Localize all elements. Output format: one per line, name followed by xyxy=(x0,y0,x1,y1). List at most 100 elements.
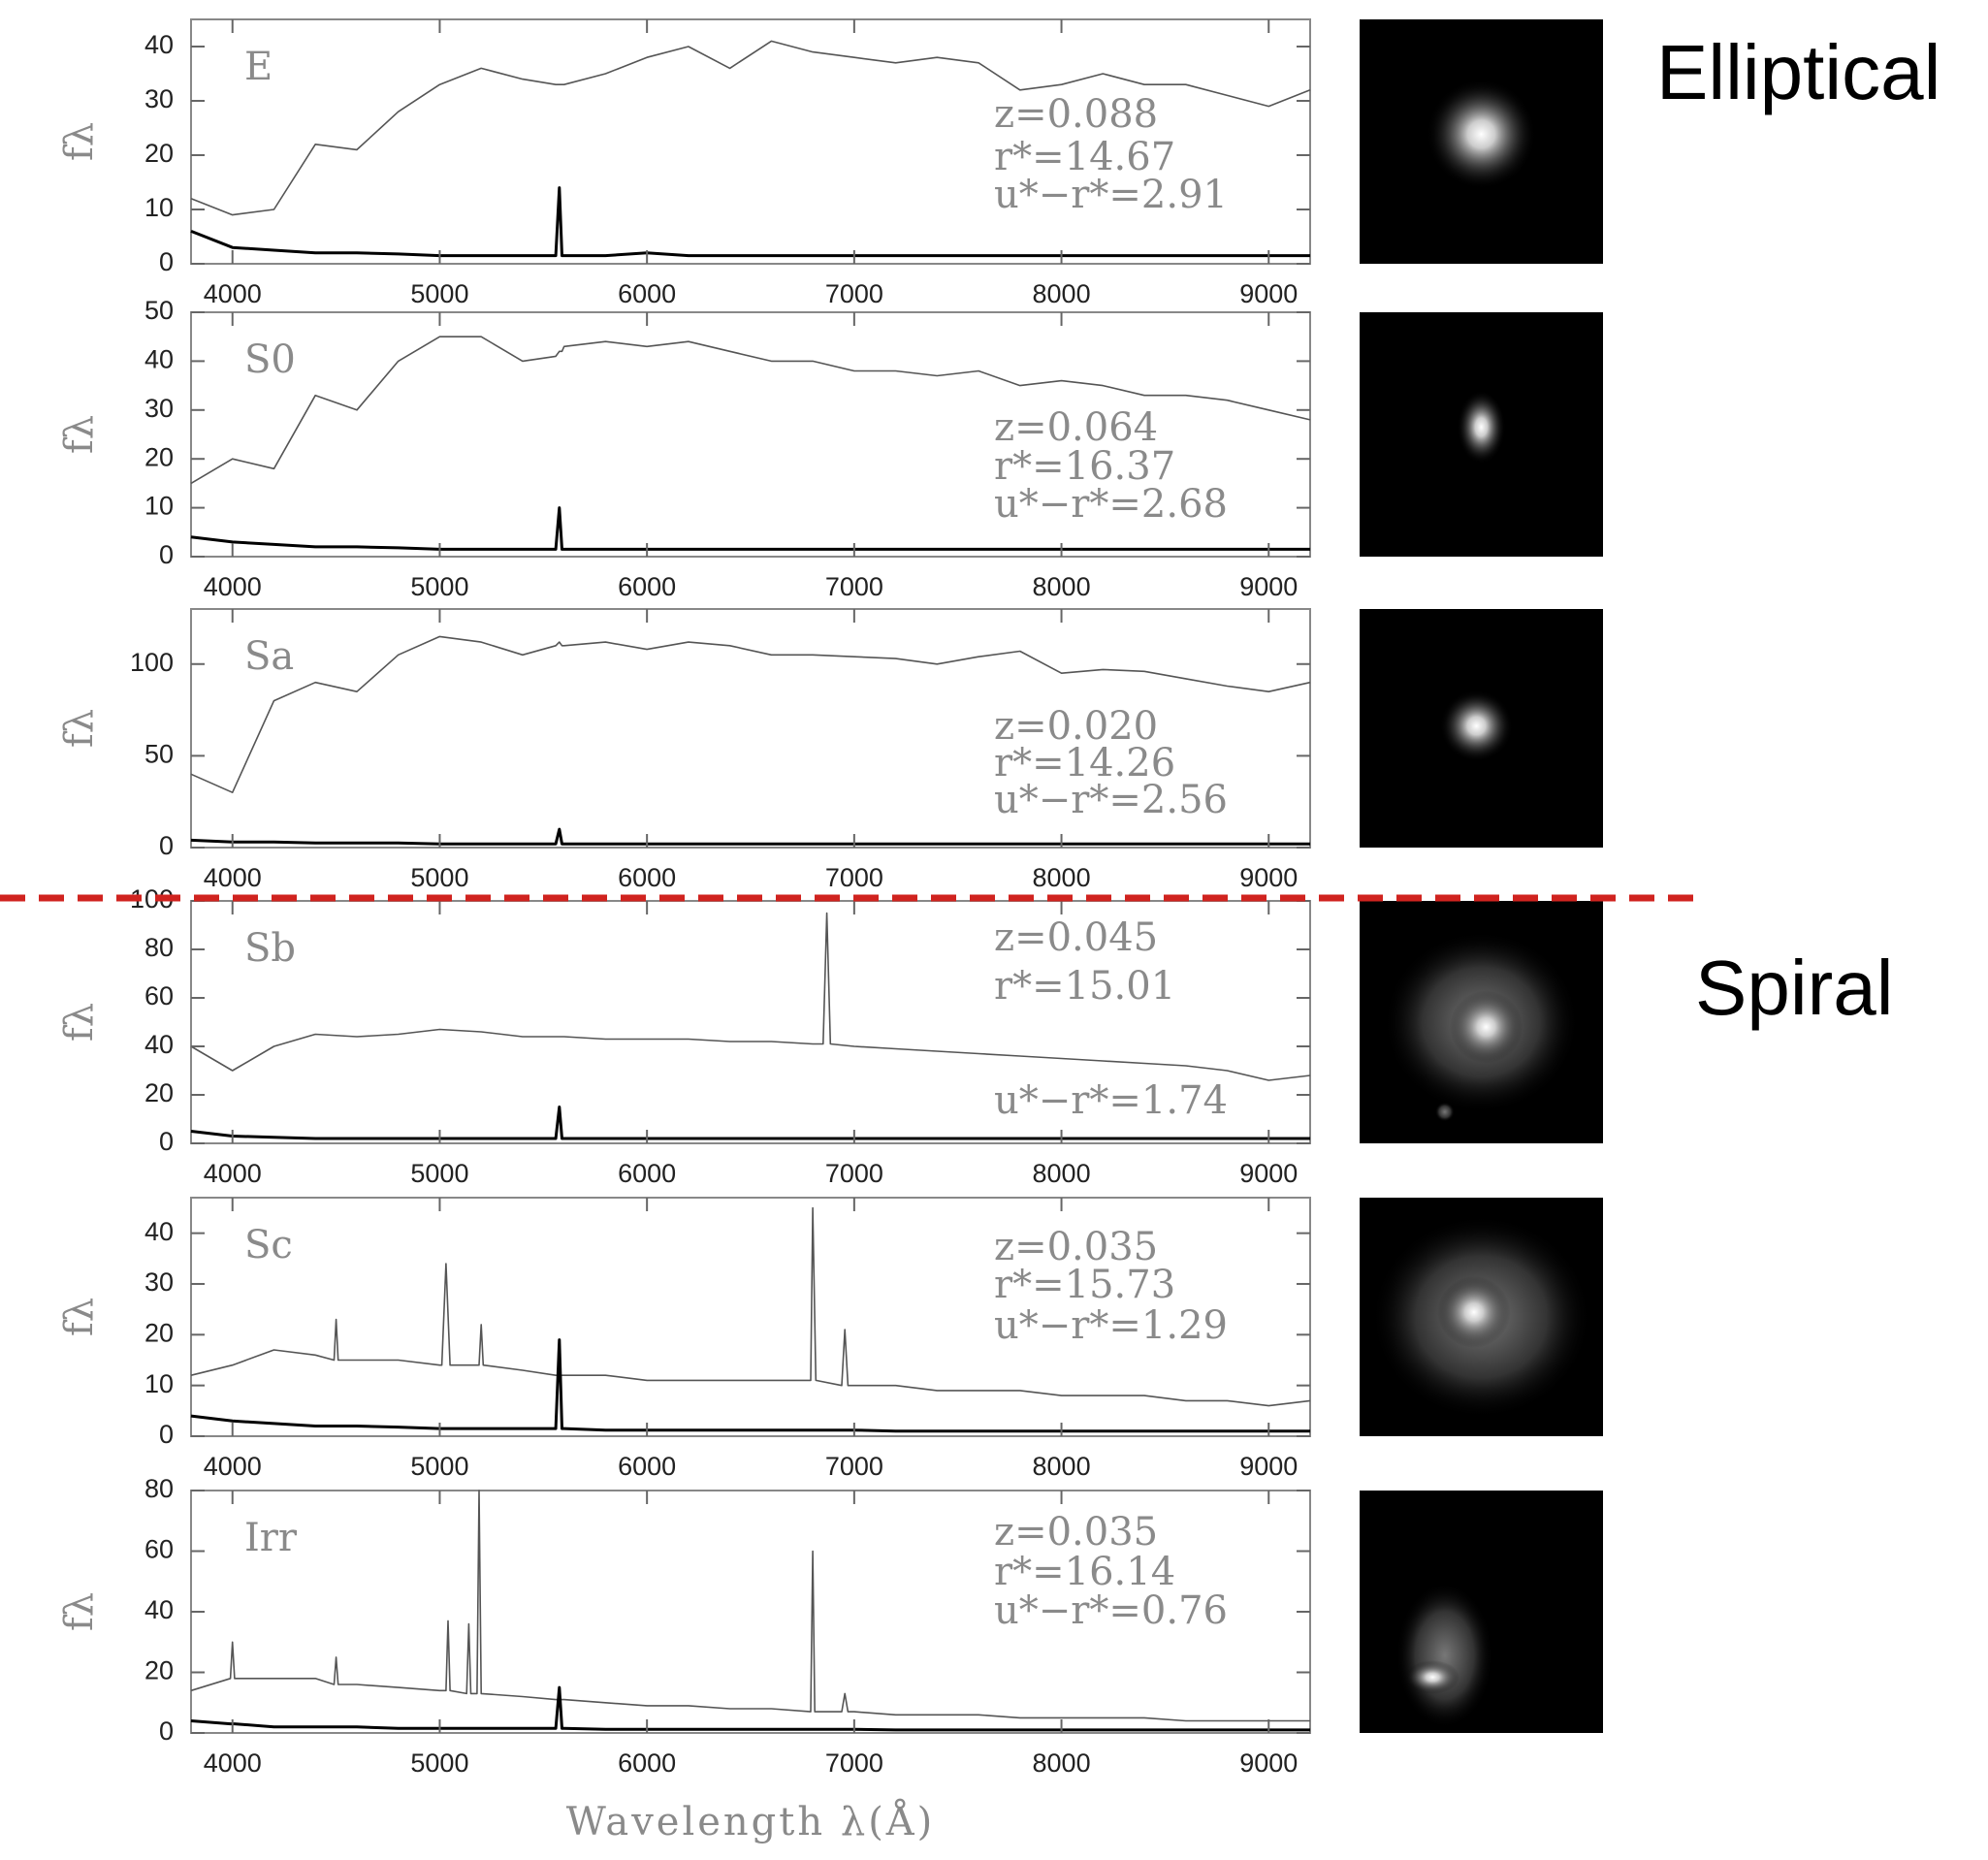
x-tick-label: 5000 xyxy=(410,279,468,308)
y-tick-label: 10 xyxy=(144,492,174,521)
x-tick-label: 4000 xyxy=(204,1452,262,1481)
x-tick-label: 7000 xyxy=(825,279,883,308)
spectrum-line xyxy=(190,336,1311,485)
spectrum-line xyxy=(190,1206,1311,1407)
annotation: r*=16.14 xyxy=(994,1550,1175,1594)
y-axis-label: fλ xyxy=(57,1298,102,1336)
x-tick-label: 5000 xyxy=(410,572,468,601)
annotation: r*=15.73 xyxy=(994,1263,1175,1307)
x-tick-label: 6000 xyxy=(618,1452,676,1481)
galaxy-blob xyxy=(1457,390,1506,465)
x-tick-label: 6000 xyxy=(618,572,676,601)
x-tick-label: 8000 xyxy=(1033,1748,1091,1778)
type-label: E xyxy=(244,45,273,89)
x-tick-label: 5000 xyxy=(410,1748,468,1778)
y-tick-label: 40 xyxy=(144,1217,174,1246)
annotation: z=0.020 xyxy=(994,704,1158,749)
type-label: Sc xyxy=(244,1223,293,1267)
x-tick-label: 4000 xyxy=(204,572,262,601)
y-tick-label: 0 xyxy=(159,1716,174,1746)
y-tick-label: 50 xyxy=(144,296,174,325)
plot-frame xyxy=(190,311,1311,558)
x-tick-label: 9000 xyxy=(1239,279,1298,308)
x-tick-label: 9000 xyxy=(1239,1452,1298,1481)
galaxy-blob xyxy=(1427,79,1536,190)
y-tick-label: 10 xyxy=(144,1369,174,1398)
y-tick-label: 30 xyxy=(144,84,174,113)
plot-frame xyxy=(190,1197,1311,1437)
y-axis-label: fλ xyxy=(57,1003,102,1042)
annotation: u*−r*=0.76 xyxy=(994,1588,1228,1633)
y-tick-label: 30 xyxy=(144,394,174,423)
y-axis-label: fλ xyxy=(57,415,102,454)
plot-frame xyxy=(190,1490,1311,1734)
y-tick-label: 40 xyxy=(144,30,174,59)
spectrum-line xyxy=(190,635,1311,793)
x-tick-label: 9000 xyxy=(1239,1159,1298,1188)
group-label: Spiral xyxy=(1695,945,1894,1031)
y-tick-label: 100 xyxy=(130,648,174,677)
spectrum-line xyxy=(190,506,1310,551)
y-tick-label: 0 xyxy=(159,1127,174,1156)
plot-frame xyxy=(190,900,1311,1144)
x-tick-label: 8000 xyxy=(1033,1159,1091,1188)
plot-frame xyxy=(190,18,1311,265)
y-tick-label: 0 xyxy=(159,247,174,276)
annotation: z=0.035 xyxy=(994,1225,1158,1269)
x-tick-label: 4000 xyxy=(204,1159,262,1188)
spectrum-line xyxy=(190,40,1311,216)
annotation: z=0.064 xyxy=(994,405,1158,450)
y-axis-label: fλ xyxy=(57,709,102,748)
x-tick-label: 8000 xyxy=(1033,1452,1091,1481)
y-tick-label: 50 xyxy=(144,740,174,769)
type-label: S0 xyxy=(244,337,296,382)
y-tick-label: 60 xyxy=(144,981,174,1010)
group-label: Elliptical xyxy=(1656,29,1940,115)
y-tick-label: 40 xyxy=(144,345,174,374)
annotation: u*−r*=2.56 xyxy=(994,778,1228,822)
x-tick-label: 8000 xyxy=(1033,572,1091,601)
y-tick-label: 20 xyxy=(144,139,174,168)
y-tick-label: 0 xyxy=(159,831,174,860)
galaxy-blob xyxy=(1395,1583,1494,1728)
galaxy-blob xyxy=(1434,1102,1455,1122)
annotation: z=0.088 xyxy=(994,92,1158,137)
y-tick-label: 80 xyxy=(144,933,174,962)
y-axis-label: fλ xyxy=(57,122,102,161)
x-tick-label: 5000 xyxy=(410,1452,468,1481)
type-label: Sa xyxy=(244,634,294,679)
x-tick-label: 7000 xyxy=(825,863,883,892)
y-tick-label: 20 xyxy=(144,1078,174,1107)
x-tick-label: 7000 xyxy=(825,572,883,601)
spectrum-line xyxy=(190,186,1310,258)
galaxy-blob xyxy=(1439,689,1514,762)
y-tick-label: 40 xyxy=(144,1030,174,1059)
x-tick-label: 4000 xyxy=(204,863,262,892)
x-tick-label: 8000 xyxy=(1033,863,1091,892)
annotation: u*−r*=2.68 xyxy=(994,482,1228,527)
x-tick-label: 5000 xyxy=(410,863,468,892)
spectrum-line xyxy=(190,1490,1310,1722)
annotation: r*=14.26 xyxy=(994,741,1175,786)
annotation: u*−r*=2.91 xyxy=(994,173,1228,217)
x-tick-label: 4000 xyxy=(204,1748,262,1778)
spectrum-line xyxy=(190,1685,1310,1732)
x-tick-label: 5000 xyxy=(410,1159,468,1188)
spectrum-line xyxy=(190,827,1310,846)
annotation: u*−r*=1.29 xyxy=(994,1303,1228,1348)
x-tick-label: 6000 xyxy=(618,863,676,892)
y-tick-label: 80 xyxy=(144,1474,174,1503)
spectrum-line xyxy=(190,1106,1310,1140)
x-tick-label: 6000 xyxy=(618,1748,676,1778)
plot-frame xyxy=(190,608,1311,849)
annotation: r*=16.37 xyxy=(994,444,1175,489)
y-tick-label: 10 xyxy=(144,193,174,222)
x-tick-label: 9000 xyxy=(1239,863,1298,892)
x-tick-label: 9000 xyxy=(1239,1748,1298,1778)
annotation: r*=15.01 xyxy=(994,964,1175,1009)
type-label: Sb xyxy=(244,926,296,971)
type-label: Irr xyxy=(244,1516,298,1560)
y-axis-label: fλ xyxy=(57,1592,102,1631)
x-tick-label: 9000 xyxy=(1239,572,1298,601)
